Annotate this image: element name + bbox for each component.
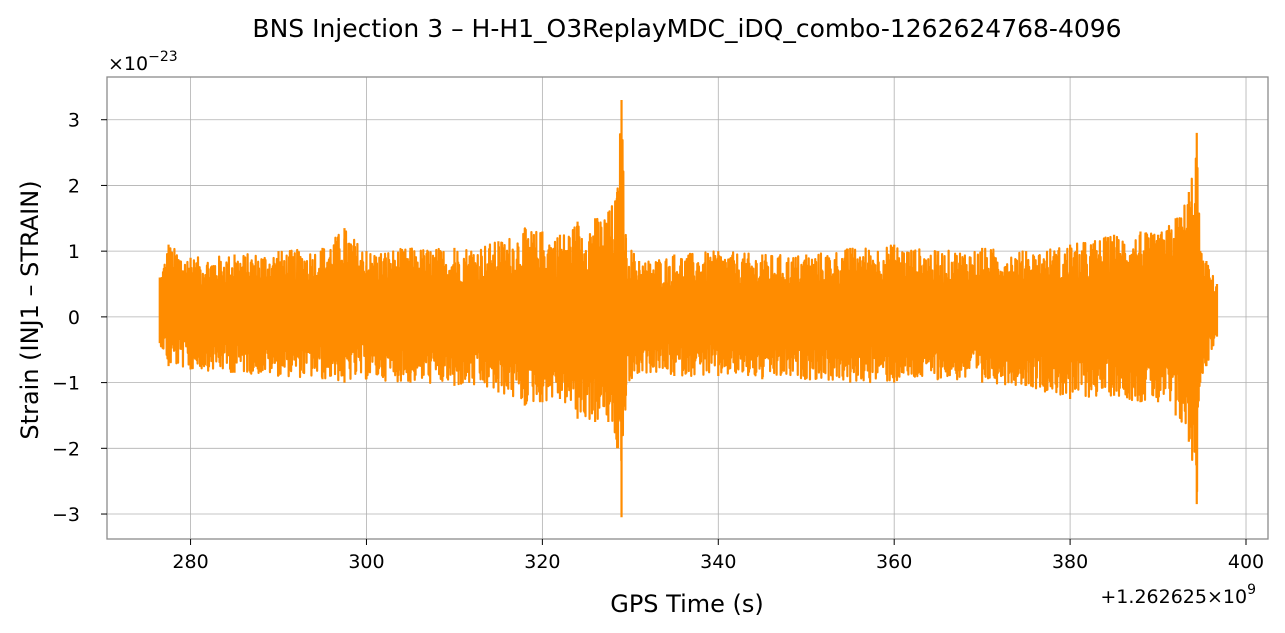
y-scale-text: ×10 <box>108 53 148 75</box>
y-scale-factor: ×10−23 <box>108 49 178 75</box>
plot-frame <box>106 76 1269 540</box>
y-tick-label: 0 <box>68 307 80 329</box>
y-scale-exponent: −23 <box>148 49 178 65</box>
x-offset-text: +1.262625×10 <box>1100 586 1247 608</box>
y-tick-label: −2 <box>52 438 80 460</box>
x-offset-factor: +1.262625×109 <box>1100 582 1256 608</box>
x-tick-label: 360 <box>876 551 912 573</box>
x-tick-label: 380 <box>1052 551 1088 573</box>
x-tick-label: 300 <box>348 551 384 573</box>
series-layer <box>158 100 1219 518</box>
svg-text:×10−23: ×10−23 <box>108 49 178 75</box>
x-axis-label: GPS Time (s) <box>610 590 764 618</box>
y-tick-label: 1 <box>68 241 80 263</box>
x-tick-label: 320 <box>524 551 560 573</box>
svg-text:+1.262625×109: +1.262625×109 <box>1100 582 1256 608</box>
y-tick-label: −1 <box>52 373 80 395</box>
chart-title: BNS Injection 3 – H-H1_O3ReplayMDC_iDQ_c… <box>252 14 1121 43</box>
y-tick-label: 2 <box>68 175 80 197</box>
x-tick-label: 340 <box>700 551 736 573</box>
x-offset-exponent: 9 <box>1247 582 1256 598</box>
y-tick-label: −3 <box>52 504 80 526</box>
y-tick-label: 3 <box>68 110 80 132</box>
x-axis-ticks: 280 300 320 340 360 380 400 <box>172 539 1264 573</box>
x-tick-label: 400 <box>1228 551 1264 573</box>
x-tick-label: 280 <box>172 551 208 573</box>
y-axis-ticks: 3 2 1 0 −1 −2 −3 <box>52 110 107 526</box>
strain-series-line <box>158 100 1219 518</box>
y-axis-label: Strain (INJ1 – STRAIN) <box>16 180 44 439</box>
